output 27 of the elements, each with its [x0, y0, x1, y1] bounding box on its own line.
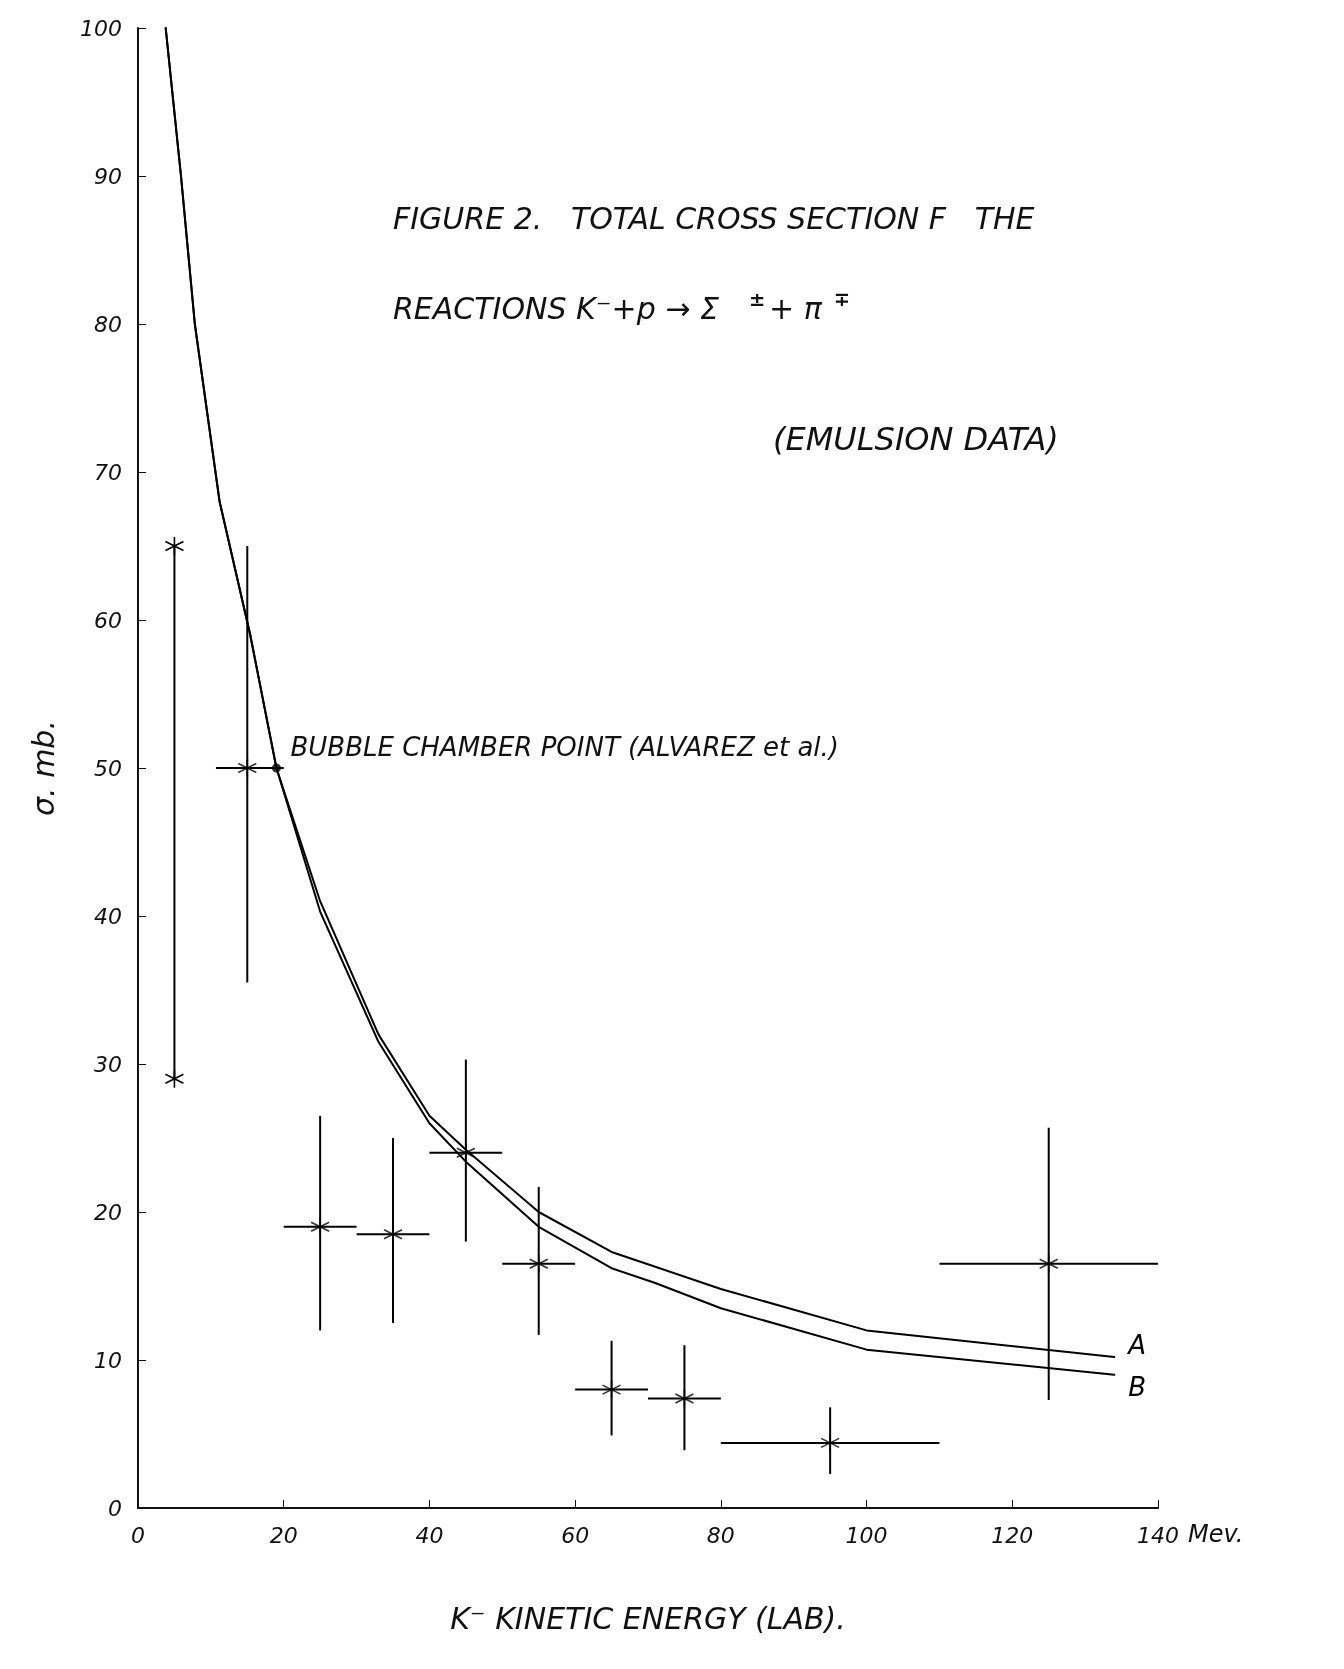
y-tick-label: 80: [94, 311, 122, 337]
x-axis-title: K⁻ KINETIC ENERGY (LAB).: [450, 1600, 846, 1636]
y-tick-label: 30: [94, 1051, 122, 1077]
y-tick-label: 100: [80, 15, 122, 41]
annotation: BUBBLE CHAMBER POINT (ALVAREZ et al.): [290, 732, 840, 762]
x-tick-label: 20: [269, 1522, 298, 1548]
y-tick-label: 10: [94, 1347, 122, 1373]
y-tick-label: 70: [94, 459, 122, 485]
x-tick-label: 40: [415, 1522, 444, 1548]
x-tick-label: 0: [131, 1522, 145, 1548]
x-tick-label: 140: [1137, 1522, 1179, 1548]
y-axis-title: σ. mb.: [25, 720, 61, 816]
x-tick-label: 60: [561, 1522, 590, 1548]
y-tick-label: 20: [94, 1199, 122, 1225]
y-tick-label: 60: [94, 607, 122, 633]
x-tick-label: 120: [991, 1522, 1034, 1548]
x-tick-label: 100: [845, 1522, 888, 1548]
text: (EMULSION DATA): [773, 420, 1059, 458]
x-tick-label: 80: [706, 1522, 735, 1548]
y-tick-label: 40: [94, 903, 122, 929]
series-label: A: [1126, 1330, 1147, 1361]
text: Mev.: [1188, 1520, 1244, 1548]
series-label: B: [1128, 1371, 1147, 1402]
y-tick-label: 90: [94, 163, 122, 189]
y-tick-label: 0: [108, 1495, 122, 1521]
y-tick-label: 50: [94, 755, 122, 781]
chart-title: FIGURE 2. TOTAL CROSS SECTION F THE REACTIONS K⁻+p → Σ±+ π∓: [393, 200, 1035, 326]
